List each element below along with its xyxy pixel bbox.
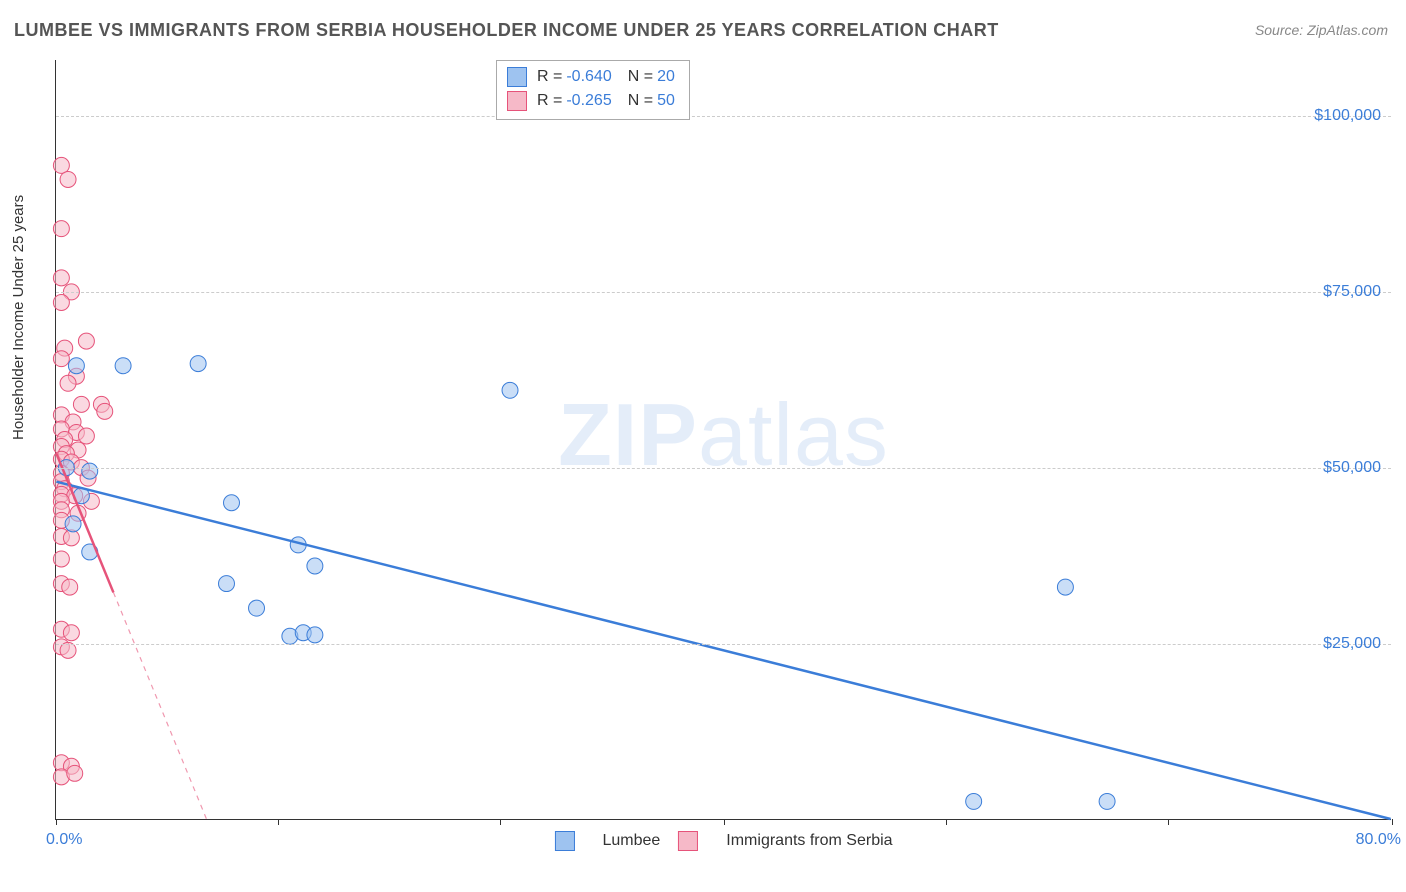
y-axis-label: Householder Income Under 25 years	[10, 195, 27, 440]
scatter-point	[68, 358, 84, 374]
x-tick	[946, 819, 947, 825]
correlation-legend: R = -0.640 N = 20 R = -0.265 N = 50	[496, 60, 690, 120]
n-label: N =	[628, 92, 653, 110]
swatch-lumbee	[507, 67, 527, 87]
gridline	[56, 644, 1391, 645]
scatter-point	[502, 382, 518, 398]
n-value-lumbee: 20	[657, 68, 675, 86]
x-tick	[1392, 819, 1393, 825]
scatter-point	[53, 270, 69, 286]
source-attribution: Source: ZipAtlas.com	[1255, 22, 1388, 38]
series-legend: Lumbee Immigrants from Serbia	[554, 831, 892, 851]
scatter-point	[249, 600, 265, 616]
swatch-lumbee-bottom	[554, 831, 574, 851]
n-value-serbia: 50	[657, 92, 675, 110]
n-label: N =	[628, 68, 653, 86]
x-tick	[724, 819, 725, 825]
scatter-point	[307, 558, 323, 574]
regression-line-extrapolated	[113, 592, 206, 819]
scatter-point	[78, 428, 94, 444]
scatter-point	[65, 516, 81, 532]
plot-area: ZIPatlas R = -0.640 N = 20 R = -0.265 N …	[55, 60, 1391, 820]
scatter-point	[53, 551, 69, 567]
scatter-plot-svg	[56, 60, 1391, 819]
y-tick-label: $75,000	[1323, 283, 1381, 301]
scatter-point	[63, 530, 79, 546]
regression-line	[56, 482, 1390, 819]
legend-row-lumbee: R = -0.640 N = 20	[507, 65, 679, 89]
scatter-point	[1057, 579, 1073, 595]
scatter-point	[63, 625, 79, 641]
gridline	[56, 468, 1391, 469]
legend-label-lumbee: Lumbee	[602, 832, 660, 850]
scatter-point	[82, 463, 98, 479]
x-tick	[500, 819, 501, 825]
swatch-serbia-bottom	[678, 831, 698, 851]
scatter-point	[966, 793, 982, 809]
y-tick-label: $50,000	[1323, 459, 1381, 477]
r-value-lumbee: -0.640	[566, 68, 611, 86]
legend-label-serbia: Immigrants from Serbia	[726, 832, 892, 850]
y-tick-label: $100,000	[1314, 107, 1381, 125]
scatter-point	[62, 579, 78, 595]
scatter-point	[53, 157, 69, 173]
r-value-serbia: -0.265	[566, 92, 611, 110]
scatter-point	[307, 627, 323, 643]
x-tick	[278, 819, 279, 825]
gridline	[56, 116, 1391, 117]
scatter-point	[97, 403, 113, 419]
r-label: R =	[537, 68, 562, 86]
scatter-point	[224, 495, 240, 511]
scatter-point	[53, 221, 69, 237]
swatch-serbia	[507, 91, 527, 111]
chart-title: LUMBEE VS IMMIGRANTS FROM SERBIA HOUSEHO…	[14, 20, 999, 41]
scatter-point	[53, 294, 69, 310]
scatter-point	[1099, 793, 1115, 809]
y-tick-label: $25,000	[1323, 635, 1381, 653]
scatter-point	[190, 356, 206, 372]
legend-row-serbia: R = -0.265 N = 50	[507, 89, 679, 113]
x-tick	[1168, 819, 1169, 825]
scatter-point	[53, 351, 69, 367]
r-label: R =	[537, 92, 562, 110]
x-min-label: 0.0%	[46, 831, 82, 849]
scatter-point	[60, 375, 76, 391]
scatter-point	[67, 765, 83, 781]
gridline	[56, 292, 1391, 293]
scatter-point	[115, 358, 131, 374]
chart-container: LUMBEE VS IMMIGRANTS FROM SERBIA HOUSEHO…	[0, 0, 1406, 892]
scatter-point	[60, 171, 76, 187]
x-max-label: 80.0%	[1356, 831, 1401, 849]
x-tick	[56, 819, 57, 825]
scatter-point	[78, 333, 94, 349]
scatter-point	[219, 576, 235, 592]
scatter-point	[73, 396, 89, 412]
